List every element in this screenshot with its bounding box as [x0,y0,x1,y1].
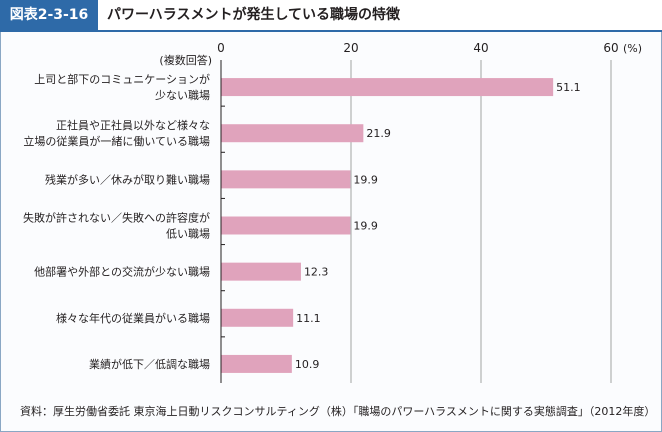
category-label-1: 上司と部下のコミュニケーションが少ない職場 [34,72,210,102]
bar-7 [221,354,292,373]
bar-1 [221,78,554,97]
header-rule [0,30,662,32]
figure-number: 図表2-3-16 [0,0,98,30]
value-label-2: 21.9 [366,127,391,140]
value-labels: 51.1 21.9 19.9 19.9 12.3 11.1 10.9 [295,81,581,371]
category-label-7: 業績が低下／低調な職場 [89,357,210,371]
value-label-4: 19.9 [353,220,378,233]
value-label-1: 51.1 [556,81,581,94]
category-label-3: 残業が多い／休みが取り難い職場 [45,172,210,186]
category-labels: 上司と部下のコミュニケーションが少ない職場正社員や正社員以外など様々な立場の従業… [23,72,210,371]
bar-5 [221,262,301,281]
gridlines [350,60,612,383]
category-label-line: 正社員や正社員以外など様々な [56,118,210,132]
x-tick-label-0: 0 [217,41,225,55]
category-label-line: 立場の従業員が一緒に働いている職場 [23,134,210,148]
x-tick-label-20: 20 [343,41,358,55]
category-label-line: 少ない職場 [155,89,210,102]
value-label-7: 10.9 [295,358,320,371]
x-tick-label-60: 60 [603,41,618,55]
value-label-3: 19.9 [353,173,378,186]
bar-4 [221,216,351,235]
x-tick-label-40: 40 [473,41,488,55]
category-header: (複数回答) [159,53,212,67]
x-axis-ticks: 0 20 40 60 [217,41,618,55]
category-label-line: 残業が多い／休みが取り難い職場 [45,172,210,186]
category-label-line: 上司と部下のコミュニケーションが [34,72,210,86]
bar-6 [221,308,294,327]
category-label-line: 業績が低下／低調な職場 [89,357,210,371]
unit-label: (%) [623,42,642,55]
bar-2 [221,124,364,143]
category-label-2: 正社員や正社員以外など様々な立場の従業員が一緒に働いている職場 [23,118,210,148]
source-note: 資料：厚生労働省委託 東京海上日動リスクコンサルティング（株）「職場のパワーハラ… [20,405,656,418]
value-label-5: 12.3 [304,266,329,279]
category-label-line: 低い職場 [166,228,210,241]
category-label-6: 様々な年代の従業員がいる職場 [56,311,210,325]
category-label-4: 失敗が許されない／失敗への許容度が低い職場 [23,211,210,241]
category-label-line: 他部署や外部との交流が少ない職場 [34,265,210,279]
value-label-6: 11.1 [296,312,321,325]
bar-3 [221,170,351,189]
figure-title: パワーハラスメントが発生している職場の特徴 [107,7,401,23]
category-label-5: 他部署や外部との交流が少ない職場 [34,265,210,279]
bars [221,78,554,373]
figure-header: 図表2-3-16 パワーハラスメントが発生している職場の特徴 [0,0,662,32]
category-label-line: 失敗が許されない／失敗への許容度が [23,211,210,225]
bar-chart: 0 20 40 60 (%) (複数回答) 上司と部下のコミュニケーションが少ない職場… [23,41,642,383]
category-label-line: 様々な年代の従業員がいる職場 [56,311,210,325]
